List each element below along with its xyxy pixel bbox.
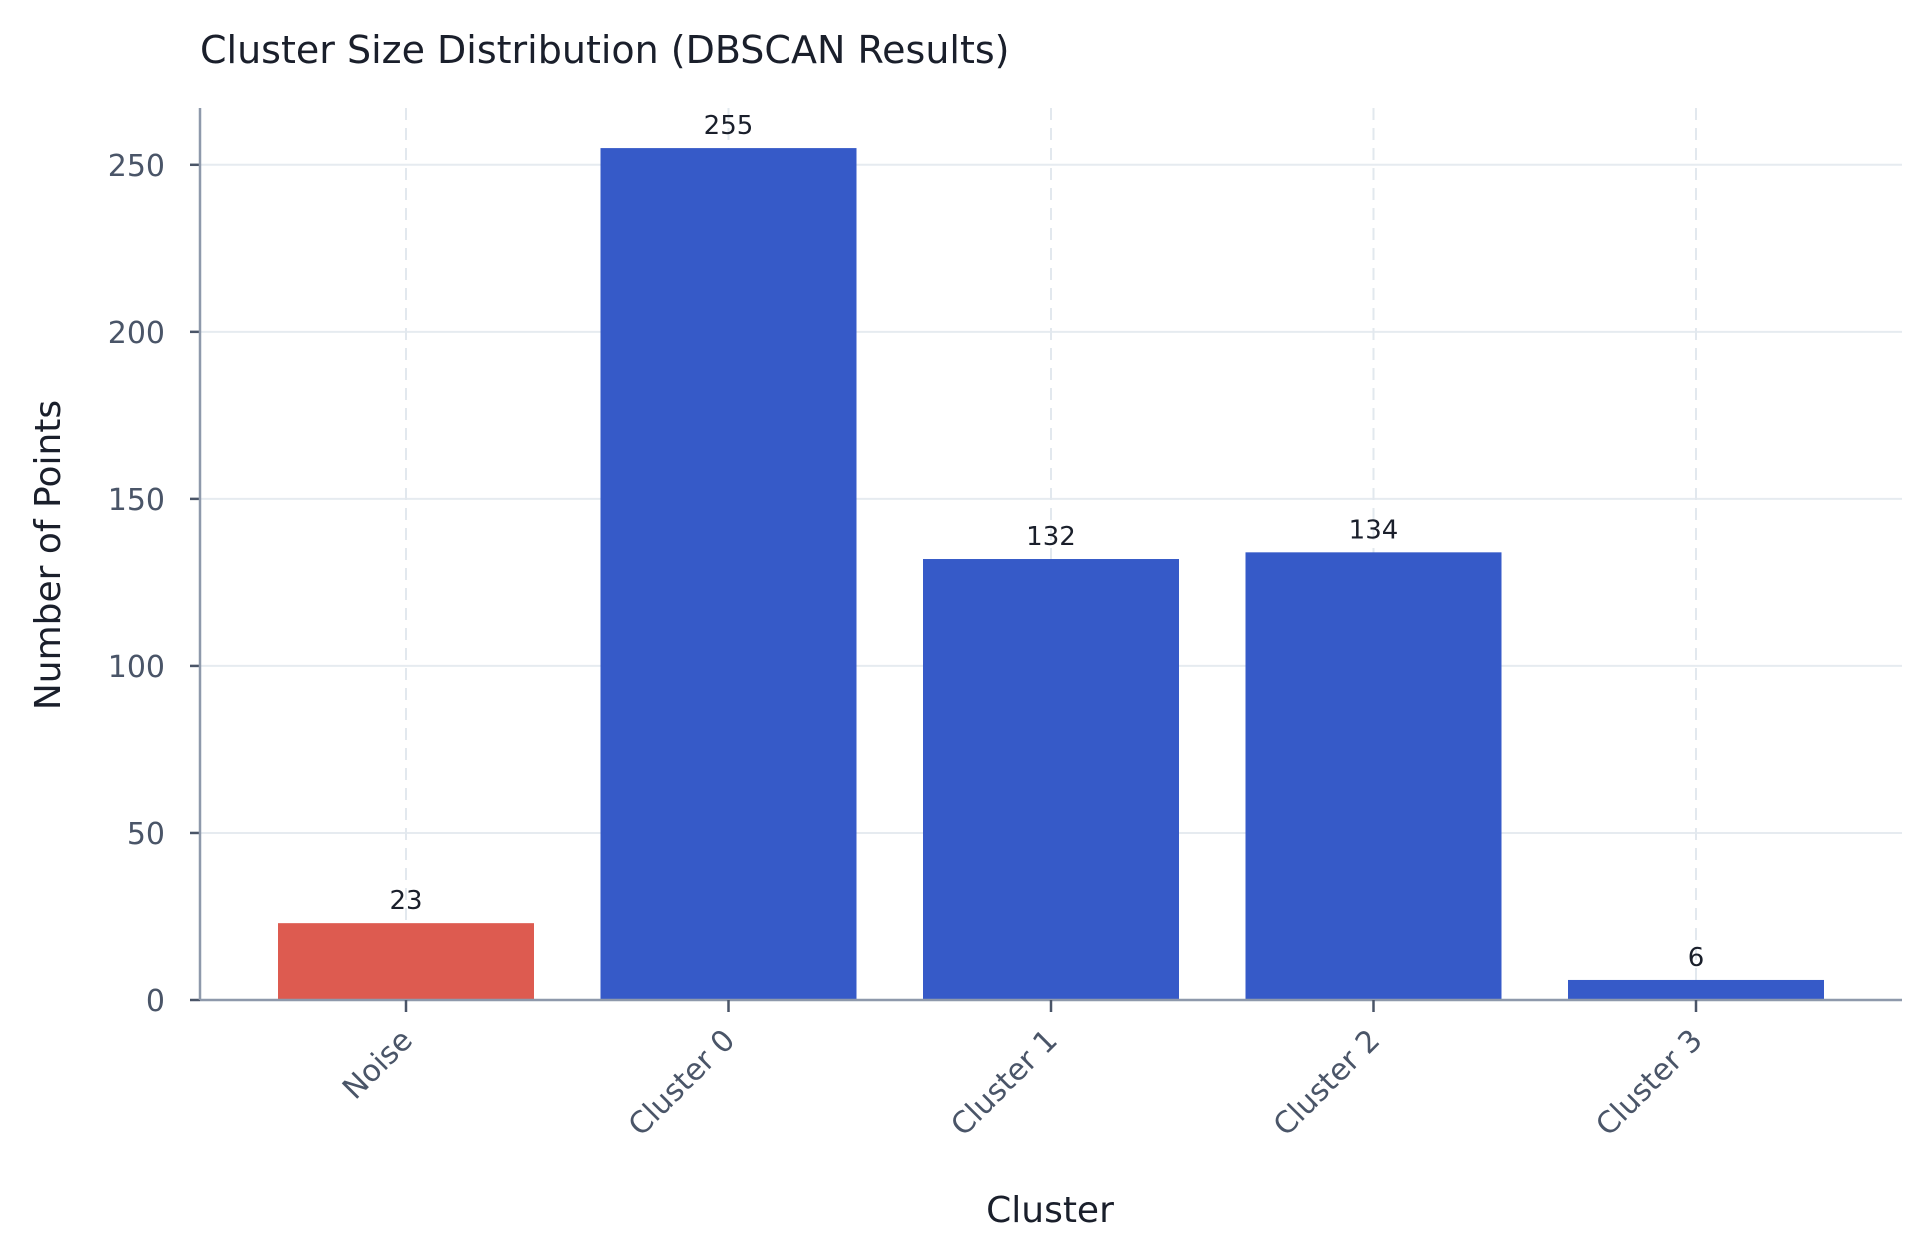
x-tick-label: Cluster 3 <box>1589 1023 1709 1143</box>
y-tick-label: 200 <box>108 316 165 351</box>
labels: Cluster Size Distribution (DBSCAN Result… <box>28 28 1114 1231</box>
y-tick-label: 50 <box>127 817 165 852</box>
x-axis-label: Cluster <box>986 1190 1114 1231</box>
bar <box>923 559 1179 1000</box>
grid <box>200 108 1902 1000</box>
y-tick-label: 100 <box>108 650 165 685</box>
chart-title: Cluster Size Distribution (DBSCAN Result… <box>200 28 1010 72</box>
bar <box>1568 979 1824 1000</box>
x-tick-label: Cluster 0 <box>622 1023 742 1143</box>
y-tick-label: 250 <box>108 149 165 184</box>
bar-value-label: 6 <box>1688 943 1705 973</box>
y-tick-label: 150 <box>108 483 165 518</box>
bar-value-label: 132 <box>1026 522 1076 552</box>
bar <box>1245 552 1502 1000</box>
bar <box>278 923 534 1000</box>
bars: 23 255 132 134 6 <box>278 111 1824 1000</box>
x-tick-label: Cluster 2 <box>1267 1023 1387 1143</box>
bar <box>600 148 857 1000</box>
bar-value-label: 23 <box>389 886 422 916</box>
x-tick-label: Cluster 1 <box>944 1023 1064 1143</box>
bar-value-label: 134 <box>1349 515 1399 545</box>
y-axis-label: Number of Points <box>28 400 69 710</box>
y-tick-label: 0 <box>146 984 165 1019</box>
bar-value-label: 255 <box>704 111 754 141</box>
x-tick-label: Noise <box>336 1023 420 1107</box>
